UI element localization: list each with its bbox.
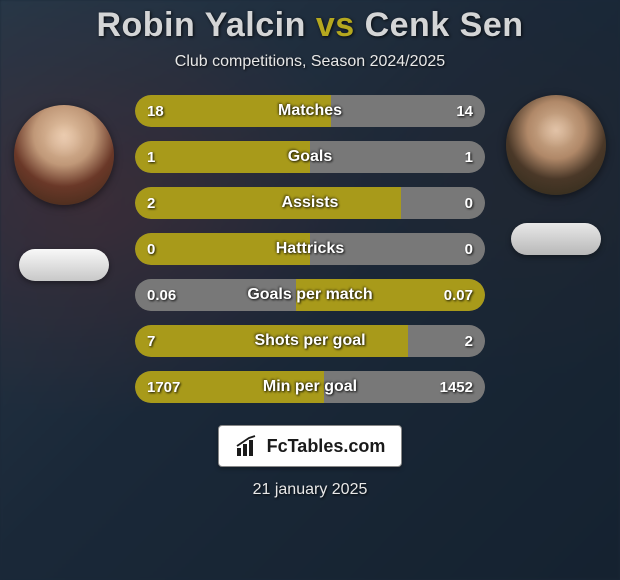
stat-row: 00Hattricks (135, 233, 485, 265)
player1-column (9, 95, 119, 281)
title-vs: vs (316, 6, 355, 44)
stat-label: Min per goal (135, 371, 485, 403)
stat-label: Assists (135, 187, 485, 219)
player2-column (501, 95, 611, 255)
stat-label: Goals (135, 141, 485, 173)
subtitle: Club competitions, Season 2024/2025 (175, 53, 445, 71)
player2-team-badge (511, 223, 601, 255)
content-container: Robin Yalcin vs Cenk Sen Club competitio… (0, 0, 620, 580)
brand-logo[interactable]: FcTables.com (218, 425, 403, 467)
footer-date: 21 january 2025 (253, 481, 368, 499)
main-area: 1814Matches 11Goals 20Assists 00Hattricks 0.… (0, 95, 620, 403)
stats-column: 1814Matches 11Goals 20Assists 00Hattricks 0.… (135, 95, 485, 403)
player1-avatar (14, 105, 114, 205)
chart-icon (235, 434, 259, 458)
stat-row: 72Shots per goal (135, 325, 485, 357)
stat-row: 20Assists (135, 187, 485, 219)
title-player1: Robin Yalcin (96, 6, 305, 44)
player2-avatar (506, 95, 606, 195)
brand-text: FcTables.com (267, 436, 386, 457)
stat-label: Matches (135, 95, 485, 127)
stat-label: Hattricks (135, 233, 485, 265)
stat-label: Goals per match (135, 279, 485, 311)
stat-row: 11Goals (135, 141, 485, 173)
page-title: Robin Yalcin vs Cenk Sen (96, 6, 523, 45)
stat-label: Shots per goal (135, 325, 485, 357)
stat-row: 17071452Min per goal (135, 371, 485, 403)
title-player2: Cenk Sen (365, 6, 524, 44)
stat-row: 0.060.07Goals per match (135, 279, 485, 311)
player1-team-badge (19, 249, 109, 281)
stat-row: 1814Matches (135, 95, 485, 127)
